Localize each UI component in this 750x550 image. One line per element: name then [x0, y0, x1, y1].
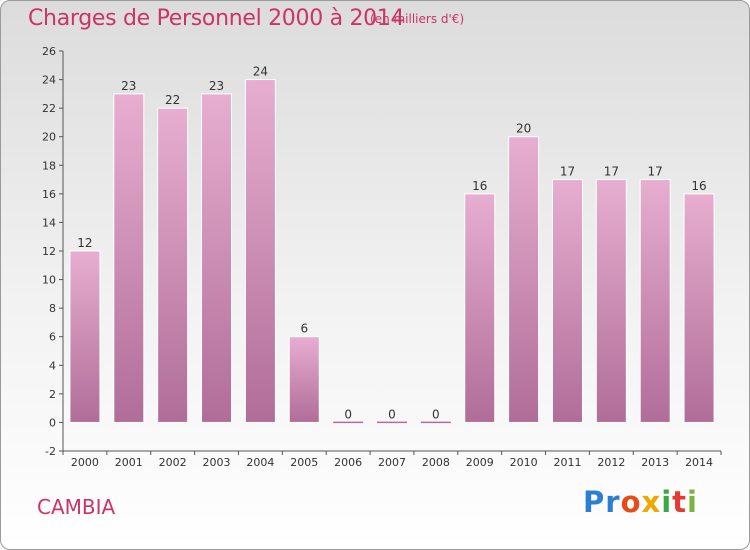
logo-letter-t: t: [672, 485, 688, 519]
x-tick-label: 2006: [334, 456, 362, 469]
x-tick-label: 2005: [290, 456, 318, 469]
y-tick-label: -2: [45, 445, 56, 458]
bar: [69, 250, 101, 423]
bar: [157, 107, 189, 423]
bar: [464, 193, 496, 423]
proxiti-logo[interactable]: Proxiti: [583, 485, 698, 519]
x-tick-label: 2014: [685, 456, 713, 469]
bar: [244, 79, 276, 423]
y-tick-label: 18: [42, 159, 56, 172]
chart-bars: [69, 79, 715, 424]
bar: [551, 179, 583, 423]
chart-title: Charges de Personnel 2000 à 2014: [28, 6, 405, 31]
bar: [288, 336, 320, 423]
y-tick-label: 12: [42, 245, 56, 258]
data-label: 20: [516, 122, 531, 136]
y-tick-label: 24: [42, 74, 56, 87]
x-tick-label: 2009: [466, 456, 494, 469]
y-tick-label: 26: [42, 45, 56, 58]
x-tick-label: 2007: [378, 456, 406, 469]
y-tick-label: 20: [42, 131, 56, 144]
y-tick-label: 14: [42, 216, 56, 229]
bar: [639, 179, 671, 423]
y-tick-label: 4: [49, 359, 56, 372]
x-tick-label: 2002: [159, 456, 187, 469]
data-label: 0: [344, 407, 352, 421]
y-tick-label: 22: [42, 102, 56, 115]
data-label: 17: [648, 165, 663, 179]
x-tick-label: 2008: [422, 456, 450, 469]
x-tick-label: 2011: [553, 456, 581, 469]
y-tick-label: 2: [49, 388, 56, 401]
data-label: 16: [691, 179, 706, 193]
data-label: 23: [209, 79, 224, 93]
data-label: 24: [253, 65, 268, 79]
x-tick-label: 2010: [510, 456, 538, 469]
data-label: 23: [121, 79, 136, 93]
logo-letter-o: o: [620, 485, 642, 519]
y-tick-label: 6: [49, 331, 56, 344]
x-tick-label: 2001: [115, 456, 143, 469]
chart-subtitle: (en milliers d'€): [370, 12, 465, 26]
logo-letter-x: x: [641, 485, 662, 519]
y-tick-label: 16: [42, 188, 56, 201]
bar: [508, 136, 540, 423]
bar: [595, 179, 627, 423]
logo-letter-i2: i: [687, 485, 698, 519]
commune-name: CAMBIA: [37, 495, 116, 519]
logo-letters-pr: Pr: [583, 485, 621, 519]
chart-labels: 12 23 22 23 24 6 0 0 0 16 20 17 17 17 16: [77, 65, 706, 422]
bar: [683, 193, 715, 423]
x-tick-label: 2012: [597, 456, 625, 469]
data-label: 16: [472, 179, 487, 193]
data-label: 12: [77, 236, 92, 250]
x-tick-label: 2003: [203, 456, 231, 469]
data-label: 17: [604, 165, 619, 179]
y-tick-label: 10: [42, 274, 56, 287]
x-tick-label: 2004: [246, 456, 274, 469]
x-tick-label: 2013: [641, 456, 669, 469]
bar: [113, 93, 145, 423]
data-label: 17: [560, 165, 575, 179]
data-label: 6: [300, 322, 308, 336]
data-label: 0: [388, 407, 396, 421]
bar: [201, 93, 233, 423]
x-tick-label: 2000: [71, 456, 99, 469]
y-tick-label: 0: [49, 416, 56, 429]
data-label: 22: [165, 93, 180, 107]
logo-letter-i: i: [661, 485, 673, 519]
data-label: 0: [432, 407, 440, 421]
y-tick-label: 8: [49, 302, 56, 315]
